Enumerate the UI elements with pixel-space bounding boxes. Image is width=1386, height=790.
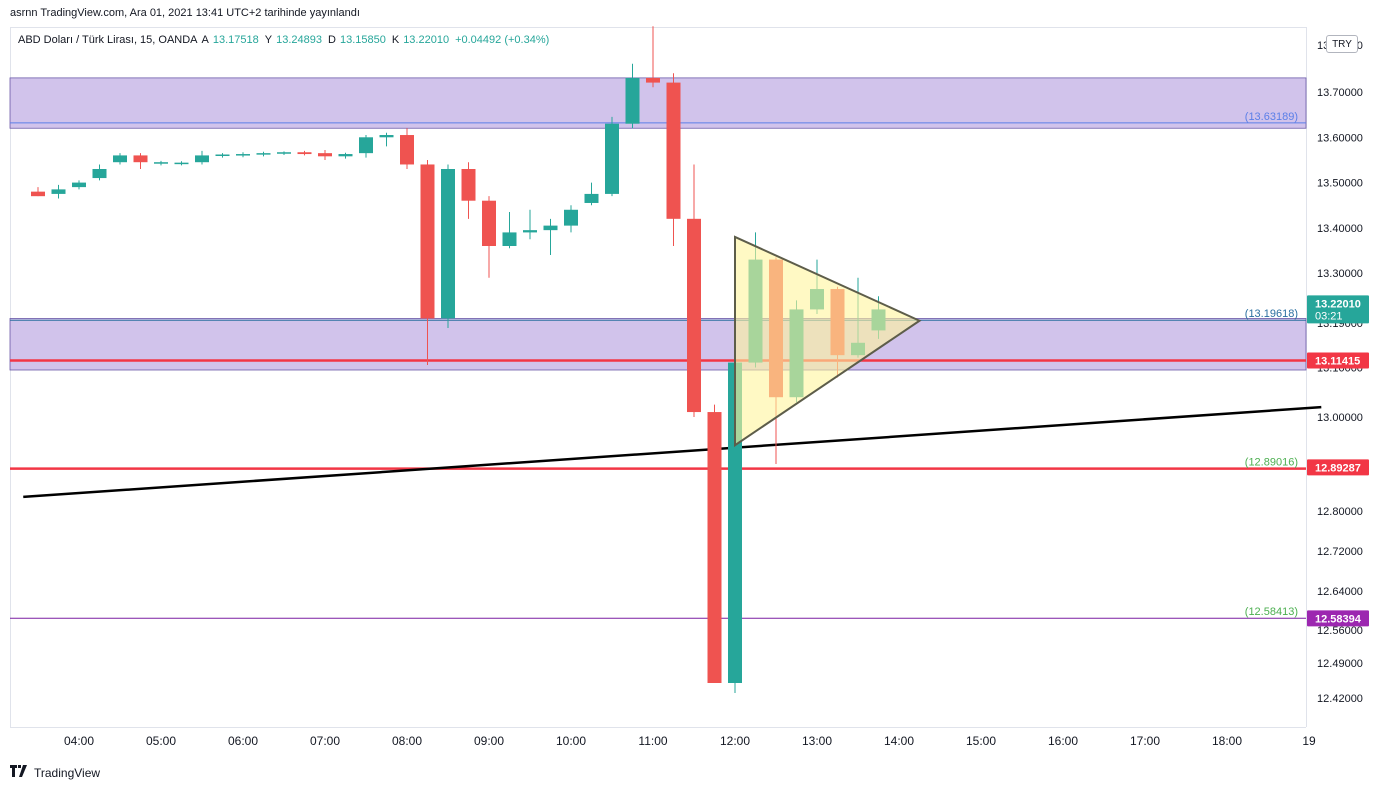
candle-body[interactable] [687, 218, 701, 413]
high-value: 13.24893 [276, 34, 322, 46]
candle-body[interactable] [31, 191, 45, 197]
candle-body[interactable] [523, 230, 537, 233]
close-value: 13.22010 [403, 34, 450, 46]
candle-body[interactable] [605, 123, 619, 194]
publish-info: asrnn TradingView.com, Ara 01, 2021 13:4… [10, 7, 360, 19]
candle-body[interactable] [236, 154, 250, 156]
price-tick-label: 12.72000 [1317, 546, 1363, 558]
candle-body[interactable] [379, 135, 394, 138]
time-tick-label: 08:00 [392, 734, 422, 748]
candle-body[interactable] [441, 169, 455, 319]
candle-body[interactable] [154, 162, 168, 164]
time-tick-label: 16:00 [1048, 734, 1078, 748]
time-tick-label: 19 [1302, 734, 1316, 748]
low-label: D [328, 34, 336, 46]
time-axis[interactable] [10, 727, 1306, 755]
time-tick-label: 10:00 [556, 734, 586, 748]
price-tick-label: 13.60000 [1317, 132, 1363, 144]
brand-name: TradingView [34, 765, 101, 780]
chart-pane[interactable] [10, 27, 1306, 727]
currency-button[interactable]: TRY [1326, 35, 1358, 53]
open-value: 13.17518 [212, 34, 259, 46]
time-tick-label: 14:00 [884, 734, 914, 748]
price-tag-value: 13.22010 [1315, 298, 1361, 310]
price-tick-label: 13.40000 [1317, 223, 1363, 235]
open-label: A [201, 34, 209, 46]
price-axis[interactable] [1306, 27, 1376, 727]
time-tick-label: 04:00 [64, 734, 94, 748]
candle-body[interactable] [51, 189, 66, 194]
triangle-pattern[interactable] [734, 235, 922, 448]
price-tag [1307, 352, 1369, 369]
price-tag-value: 12.89287 [1315, 462, 1361, 474]
price-tag-value: 12.58394 [1315, 613, 1362, 625]
candle-body[interactable] [277, 152, 291, 154]
price-tick-label: 12.80000 [1317, 506, 1363, 518]
brand-footer[interactable]: TradingView [10, 765, 100, 780]
line-price-label-4: (12.58413) [1245, 606, 1298, 618]
time-tick-label: 05:00 [146, 734, 176, 748]
price-zone-1[interactable] [9, 318, 1307, 371]
low-value: 13.15850 [339, 34, 386, 46]
candle-body[interactable] [297, 152, 312, 155]
high-label: Y [264, 34, 273, 46]
candle-body[interactable] [482, 200, 496, 246]
candle-body[interactable] [195, 155, 209, 163]
time-tick-label: 06:00 [228, 734, 258, 748]
close-label: K [391, 34, 400, 46]
time-tick-label: 07:00 [310, 734, 340, 748]
price-tick-label: 12.56000 [1317, 625, 1363, 637]
line-price-label-1: (13.19618) [1245, 308, 1298, 320]
symbol-name[interactable]: ABD Doları / Türk Lirası, 15, OANDA [18, 34, 198, 46]
price-tag-value: 13.11415 [1315, 356, 1360, 368]
candle-body[interactable] [338, 154, 353, 157]
line-price-label-3: (12.89016) [1245, 457, 1298, 469]
candle-body[interactable] [625, 77, 640, 124]
candle-body[interactable] [92, 169, 107, 179]
candle-body[interactable] [318, 153, 332, 157]
price-tick-label: 12.64000 [1317, 586, 1363, 598]
candle-body[interactable] [72, 182, 86, 188]
candle-body[interactable] [646, 77, 660, 83]
candle-body[interactable] [584, 193, 599, 203]
candle-body[interactable] [666, 82, 681, 219]
time-tick-label: 11:00 [638, 734, 667, 748]
time-tick-label: 09:00 [474, 734, 504, 748]
price-tag [1307, 459, 1369, 476]
trendline[interactable] [23, 405, 1322, 499]
price-tick-label: 13.70000 [1317, 87, 1363, 99]
candle-body[interactable] [113, 155, 127, 163]
candle-body[interactable] [400, 135, 414, 165]
time-tick-label: 15:00 [966, 734, 996, 748]
candle-body[interactable] [256, 153, 271, 155]
price-tick-label: 12.49000 [1317, 658, 1363, 670]
candle-body[interactable] [707, 412, 722, 683]
price-tick-label: 12.42000 [1317, 693, 1363, 705]
price-zone-0[interactable] [9, 77, 1307, 129]
time-tick-label: 18:00 [1212, 734, 1242, 748]
price-tag [1307, 610, 1369, 627]
candle-body[interactable] [174, 162, 189, 165]
candle-body[interactable] [543, 225, 558, 231]
change-value: +0.04492 (+0.34%) [455, 34, 550, 46]
price-tick-label: 13.00000 [1317, 412, 1363, 424]
candle-body[interactable] [420, 164, 435, 319]
candle-body[interactable] [133, 155, 148, 163]
time-tick-label: 12:00 [720, 734, 750, 748]
symbol-legend: ABD Doları / Türk Lirası, 15, OANDA A 13.… [18, 34, 551, 46]
price-tick-label: 13.30000 [1317, 268, 1363, 280]
candle-body[interactable] [461, 169, 476, 201]
candle-body[interactable] [564, 209, 578, 226]
price-tick-label: 13.50000 [1317, 178, 1363, 190]
price-tag [1307, 295, 1369, 324]
time-tick-label: 17:00 [1130, 734, 1160, 748]
price-tag-countdown: 03:21 [1315, 310, 1343, 322]
candle-body[interactable] [359, 137, 373, 154]
tradingview-logo-icon [10, 765, 30, 780]
line-price-label-0: (13.63189) [1245, 111, 1298, 123]
candle-body[interactable] [215, 154, 230, 157]
candle-body[interactable] [502, 232, 517, 246]
time-tick-label: 13:00 [802, 734, 832, 748]
